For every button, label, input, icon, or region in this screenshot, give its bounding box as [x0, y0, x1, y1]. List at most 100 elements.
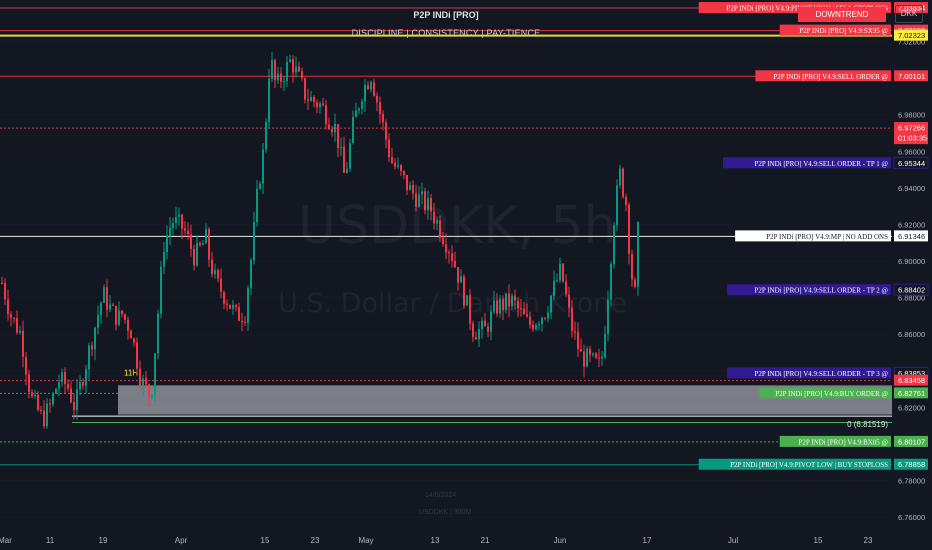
candle-body — [382, 114, 384, 123]
candle-body — [373, 82, 375, 96]
candle-body — [604, 333, 606, 358]
candle-body — [58, 382, 60, 389]
candle-body — [136, 342, 138, 369]
candle-body — [361, 101, 363, 109]
currency-button[interactable]: DKK — [895, 5, 923, 23]
candle-body — [424, 191, 426, 211]
candle-body — [553, 280, 555, 296]
candle-body — [244, 321, 246, 323]
candle-body — [268, 78, 270, 123]
indicator-title: P2P INDi [PRO] — [413, 10, 479, 20]
level-value-box — [894, 70, 928, 82]
candle-body — [109, 304, 111, 310]
level-label-box — [735, 230, 891, 242]
x-tick-label: Jun — [554, 536, 567, 545]
x-tick-label: 21 — [481, 536, 490, 545]
candle-body — [142, 378, 144, 386]
candle-body — [73, 402, 75, 411]
candle-body — [49, 403, 51, 405]
y-tick-label: 6.86000 — [898, 330, 925, 339]
candle-body — [97, 315, 99, 328]
candle-body — [442, 237, 444, 245]
candle-body — [337, 124, 339, 148]
candle-body — [634, 279, 636, 287]
candle-body — [271, 60, 273, 79]
x-tick-label: 19 — [99, 536, 108, 545]
level-value-box — [893, 156, 929, 169]
level-value-box — [894, 435, 928, 447]
level-value-box — [894, 2, 928, 14]
candle-body — [388, 139, 390, 158]
candle-body — [199, 242, 201, 245]
candle-body — [544, 317, 546, 319]
candle-body — [283, 80, 285, 82]
level-label-box — [779, 435, 891, 447]
candle-body — [352, 117, 354, 143]
x-tick-label: 23 — [311, 536, 320, 545]
candle-body — [595, 353, 597, 358]
candle-body — [163, 251, 165, 267]
candle-body — [532, 324, 534, 330]
candle-body — [607, 299, 609, 334]
candle-body — [547, 312, 549, 319]
candle-body — [262, 149, 264, 184]
candle-body — [175, 216, 177, 224]
candle-body — [343, 146, 345, 173]
candle-body — [568, 294, 570, 308]
candle-body — [484, 320, 486, 327]
candle-body — [421, 191, 423, 195]
candle-body — [430, 198, 432, 212]
y-tick-label: 7.02000 — [898, 38, 925, 47]
candle-body — [145, 378, 147, 385]
x-tick-label: 17 — [643, 536, 652, 545]
candle-body — [466, 295, 468, 306]
candle-body — [319, 103, 321, 108]
candle-body — [517, 300, 519, 309]
level-label-text: P2P INDi [PRO] V4.9:SELL ORDER @ — [773, 73, 888, 81]
candle-body — [166, 235, 168, 252]
candle-body — [169, 227, 171, 236]
candle-body — [394, 162, 396, 167]
candle-body — [370, 82, 372, 90]
level-value-text: 6.95344 — [898, 159, 925, 168]
candle-body — [355, 110, 357, 118]
candle-body — [1, 282, 3, 284]
candle-body — [313, 96, 315, 103]
candle-body — [91, 345, 93, 350]
candle-body — [100, 302, 102, 316]
candle-body — [463, 276, 465, 306]
last-price-countdown: 01:03:35 — [898, 134, 927, 143]
candle-body — [22, 330, 24, 357]
candle-body — [376, 95, 378, 103]
level-label-text: P2P INDi [PRO] V4.9:BUY ORDER @ — [775, 390, 888, 398]
candle-body — [538, 324, 540, 326]
last-price-box — [894, 122, 928, 145]
candle-body — [103, 287, 105, 303]
candle-body — [340, 146, 342, 148]
candle-body — [214, 270, 216, 275]
candle-body — [37, 394, 39, 410]
candle-body — [616, 185, 618, 226]
candle-body — [280, 73, 282, 82]
candle-body — [331, 129, 333, 133]
candle-body — [478, 329, 480, 340]
level-label-text: P2P INDi [PRO] V4.9:MP | NO ADD ONS — [766, 233, 888, 241]
candle-body — [598, 357, 600, 359]
y-tick-label: 6.92000 — [898, 220, 925, 229]
candle-body — [412, 185, 414, 194]
y-tick-label: 6.76000 — [898, 513, 925, 522]
candle-body — [193, 248, 195, 266]
x-tick-label: Jul — [728, 536, 738, 545]
candle-body — [133, 338, 135, 343]
level-label-box — [759, 387, 891, 399]
y-tick-label: 6.96000 — [898, 147, 925, 156]
candle-body — [211, 259, 213, 275]
candle-body — [217, 270, 219, 279]
candle-body — [76, 389, 78, 411]
candle-body — [556, 280, 558, 282]
candle-body — [289, 59, 291, 62]
candle-body — [139, 368, 141, 386]
level-label-text: P2P INDi [PRO] V4.9:SELL ORDER - TP 2 @ — [754, 287, 888, 295]
candle-body — [499, 298, 501, 314]
